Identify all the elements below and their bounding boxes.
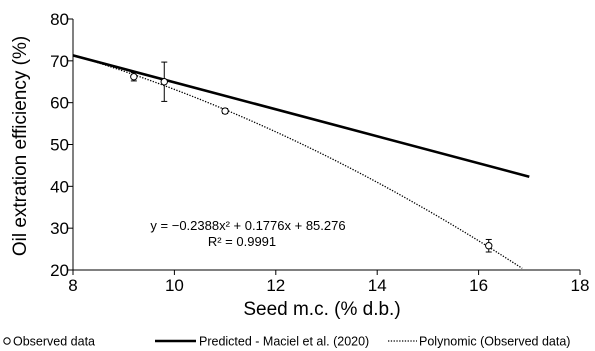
observed-data-point (160, 78, 168, 86)
x-tick-label: 12 (266, 276, 285, 295)
legend: Observed data Predicted - Maciel et al. … (3, 335, 570, 349)
x-tick-label: 16 (469, 276, 488, 295)
y-tick-label: 70 (50, 52, 69, 71)
x-tick-label: 18 (571, 276, 590, 295)
y-axis-label: Oil extration efficiency (%) (10, 36, 31, 256)
legend-marker-observed (3, 337, 11, 345)
observed-data-point (221, 107, 229, 115)
y-tick-label: 20 (50, 261, 69, 280)
equation-annotation: y = −0.2388x² + 0.1776x + 85.276 (150, 218, 345, 233)
r-squared-annotation: R² = 0.9991 (208, 234, 276, 249)
tick-labels: 20 30 40 50 60 70 80 8 10 12 14 16 18 (50, 10, 589, 295)
x-tick-label: 14 (368, 276, 387, 295)
y-tick-label: 60 (50, 94, 69, 113)
observed-data-point (485, 242, 493, 250)
x-tick-label: 8 (68, 276, 77, 295)
y-tick-label: 30 (50, 219, 69, 238)
chart-marks (72, 54, 530, 269)
y-tick-label: 50 (50, 136, 69, 155)
y-tick-label: 80 (50, 10, 69, 29)
legend-label-predicted: Predicted - Maciel et al. (2020) (199, 335, 369, 349)
legend-label-polynomic: Polynomic (Observed data) (419, 335, 570, 349)
predicted-series-line (72, 54, 530, 178)
x-axis-label: Seed m.c. (% d.b.) (243, 299, 400, 320)
polynomic-trendline (72, 54, 523, 269)
axes (68, 18, 581, 275)
y-tick-label: 40 (50, 177, 69, 196)
legend-label-observed: Observed data (13, 335, 95, 349)
x-tick-label: 10 (165, 276, 184, 295)
observed-data-point (130, 73, 138, 81)
